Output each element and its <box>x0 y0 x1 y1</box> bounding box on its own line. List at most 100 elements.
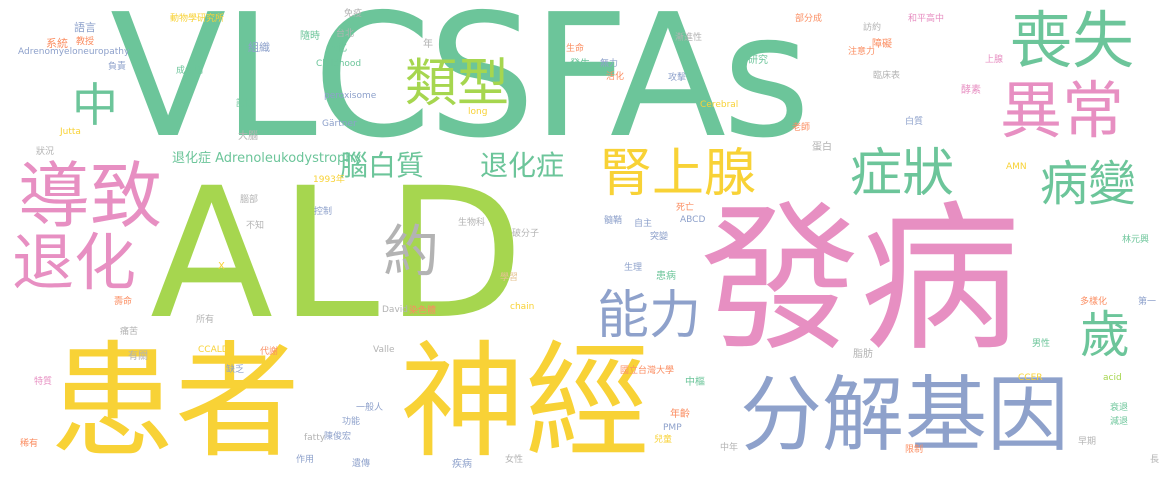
word-pmp: PMP <box>663 423 682 433</box>
word-suichi: 隨時 <box>300 31 320 42</box>
word-zhong: 中 <box>72 78 118 132</box>
word-zaoqi: 早期 <box>1078 437 1097 447</box>
word-jutta: Jutta <box>60 127 81 137</box>
word-yanghua: 氧化 <box>327 43 347 54</box>
word-shangjue: 上腺 <box>985 55 1004 65</box>
word-zhiding: 控制 <box>314 207 333 217</box>
word-tongku: 痛苦 <box>120 327 139 337</box>
word-suoyou: 所有 <box>196 315 215 325</box>
word-amn: AMN <box>1006 162 1027 172</box>
word-naobu: 腦部 <box>240 195 259 205</box>
word-nengli: 能力 <box>597 286 702 346</box>
word-shenshangxian: 腎上腺 <box>600 144 757 204</box>
word-jibing: 疾病 <box>452 459 472 470</box>
word-x: X <box>218 261 225 272</box>
word-shenjing: 神經 <box>400 330 650 475</box>
word-shengwuke: 生物科 <box>458 218 486 228</box>
word-sui: 歲 <box>1080 306 1130 364</box>
word-peroxisome: peroxisome <box>324 91 377 101</box>
word-weixiao: 破分子 <box>512 229 540 239</box>
word-acid: acid <box>1103 373 1122 383</box>
word-mianyi: 免疫 <box>344 9 363 19</box>
word-xianzhi: 限制 <box>905 445 924 455</box>
word-chengnian: 成年期 <box>176 66 204 76</box>
word-buzhi: 不知 <box>246 221 265 231</box>
word-ccer: CCER <box>1018 373 1043 383</box>
word-y1993: 1993年 <box>313 175 345 185</box>
word-siwang: 死亡 <box>676 203 695 213</box>
word-long: long <box>468 107 488 117</box>
word-cerebral: Cerebral <box>700 100 739 110</box>
word-vlcsfas: VLCSFAs <box>110 0 811 176</box>
word-danbai: 蛋白 <box>812 142 832 153</box>
word-zhuyili: 注意力 <box>848 47 876 57</box>
word-fasheng: 發生 <box>570 59 590 70</box>
word-david: David <box>382 305 408 315</box>
word-leixing: 類型 <box>405 54 510 114</box>
word-jiaoshou: 教授 <box>76 37 95 47</box>
word-yuyan: 語言 <box>74 21 96 34</box>
word-fatty: fatty <box>304 433 326 443</box>
word-daozhi: 導致 <box>18 154 163 238</box>
word-gongneng: 功能 <box>342 417 361 427</box>
word-zhengzhuang: 症狀 <box>850 144 955 204</box>
word-nvxing: 女性 <box>505 455 524 465</box>
word-sangshi: 喪失 <box>1010 4 1135 77</box>
word-linyuanxing: 林元興 <box>1122 235 1150 245</box>
word-jiaosu: 酵素 <box>961 85 981 96</box>
word-shuaitui: 衰退 <box>1110 403 1129 413</box>
word-nian: 年 <box>423 39 433 50</box>
word-adrenoleuko: 退化症 Adrenoleukodystrophy <box>172 151 362 166</box>
word-zuoyong: 作用 <box>296 455 315 465</box>
word-youguan: 有關 <box>128 351 148 362</box>
word-chenjunhong: 陳俊宏 <box>324 432 352 442</box>
word-yichang: 異常 <box>1000 74 1125 147</box>
word-shengli: 生理 <box>624 263 643 273</box>
word-adrenomyelo: Adrenomyeloneuropathy <box>18 47 130 57</box>
word-tubian: 突變 <box>650 232 669 242</box>
word-fuze: 負責 <box>108 62 127 72</box>
word-yanjiu: 研究 <box>748 55 768 66</box>
word-yue: 約 <box>383 220 439 285</box>
word-zizhu: 自主 <box>634 219 653 229</box>
word-valle: Valle <box>373 345 395 355</box>
word-jiesuan: 脂肪 <box>853 349 873 360</box>
word-huohua: 活化 <box>606 72 625 82</box>
word-ald: ALD <box>150 150 531 359</box>
word-baidan: 白質 <box>905 117 924 127</box>
word-naobaizhi: 腦白質 <box>340 149 425 182</box>
word-gartner: Gärtner <box>322 119 357 129</box>
word-suiran: 髓鞘 <box>604 216 623 226</box>
word-fenjie: 分解 <box>740 368 905 463</box>
word-linchuangbiao: 臨床表 <box>873 71 901 81</box>
word-ranseti: 染色體 <box>409 306 437 316</box>
word-ganxing: 男性 <box>1032 339 1051 349</box>
word-shengming: 生命 <box>566 44 585 54</box>
word-tezhi: 特質 <box>34 377 53 387</box>
word-zhongnian: 中年 <box>720 443 739 453</box>
word-ertong: 兒童 <box>654 435 673 445</box>
word-hepingg: 和平高中 <box>908 14 945 24</box>
word-ccald: CCALD <box>198 345 229 355</box>
word-jiantui: 減退 <box>1110 417 1129 427</box>
word-bingbian: 病變 <box>1040 156 1137 212</box>
word-jiyi: 記憶 <box>236 99 255 109</box>
word-tuihuazheng: 退化症 <box>480 149 565 182</box>
word-taibei: 台北 <box>336 29 355 39</box>
word-zhongshu: 中樞 <box>685 377 705 388</box>
word-nianling: 年齡 <box>670 409 690 420</box>
word-jianjinxing: 漸進性 <box>675 33 703 43</box>
word-yiban: 一般人 <box>356 403 384 413</box>
word-huanbing: 患病 <box>656 271 676 282</box>
word-quefa: 缺乏 <box>226 365 245 375</box>
word-xiyou: 稀有 <box>20 439 39 449</box>
word-zhangai: 障礙 <box>872 39 892 50</box>
word-damao: 大腦 <box>238 131 258 142</box>
word-yichuan: 遺傳 <box>352 459 371 469</box>
word-zhuangkuang: 狀況 <box>36 147 55 157</box>
word-guoli: 國立台灣大學 <box>620 366 675 376</box>
word-fabing: 發病 <box>700 186 1021 373</box>
word-dongwuxue: 動物學研究所 <box>170 14 225 24</box>
word-zhang: 長 <box>1150 455 1160 465</box>
